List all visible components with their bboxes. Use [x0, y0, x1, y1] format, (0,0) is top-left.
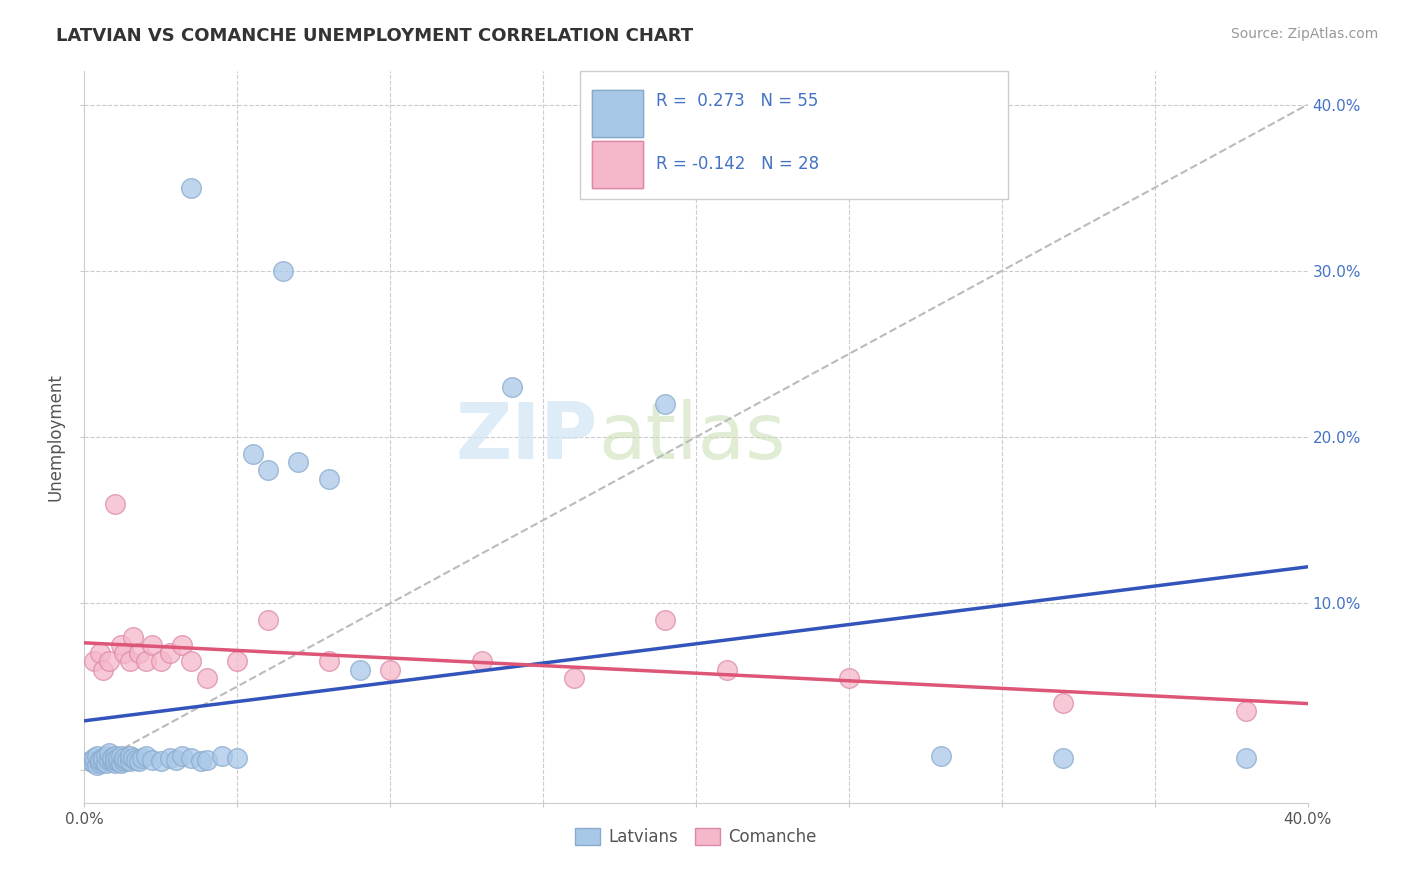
Bar — [592, 141, 644, 188]
Point — [226, 655, 249, 669]
Point — [104, 756, 127, 770]
Point — [94, 756, 117, 770]
Point — [97, 655, 120, 669]
Point — [86, 757, 108, 772]
Point — [135, 655, 157, 669]
Point — [929, 749, 952, 764]
Point — [104, 749, 127, 764]
Point — [211, 749, 233, 764]
Text: atlas: atlas — [598, 399, 786, 475]
Point — [131, 751, 153, 765]
Point — [349, 663, 371, 677]
Point — [502, 380, 524, 394]
Point — [190, 754, 212, 768]
Point — [97, 746, 120, 760]
Point — [89, 646, 111, 660]
Point — [89, 753, 111, 767]
Point — [226, 751, 249, 765]
Point — [83, 655, 105, 669]
Point — [122, 751, 145, 765]
Bar — [592, 89, 644, 137]
Point — [380, 663, 402, 677]
Point — [318, 472, 340, 486]
Point — [91, 754, 114, 768]
Text: Source: ZipAtlas.com: Source: ZipAtlas.com — [1230, 27, 1378, 41]
Point — [120, 754, 142, 768]
Point — [112, 646, 135, 660]
Point — [149, 655, 172, 669]
Point — [104, 497, 127, 511]
Point — [104, 753, 127, 767]
Point — [562, 671, 585, 685]
Point — [79, 754, 101, 768]
Point — [91, 751, 114, 765]
Point — [180, 751, 202, 765]
Bar — [592, 141, 644, 188]
Point — [195, 671, 218, 685]
Point — [120, 655, 142, 669]
Point — [195, 753, 218, 767]
Point — [115, 753, 138, 767]
Point — [172, 638, 194, 652]
Point — [1236, 705, 1258, 719]
Point — [654, 397, 676, 411]
Point — [101, 754, 124, 768]
Text: ZIP: ZIP — [456, 399, 598, 475]
Point — [97, 753, 120, 767]
Point — [101, 751, 124, 765]
Point — [172, 749, 194, 764]
Point — [159, 646, 181, 660]
Text: R =  0.273   N = 55: R = 0.273 N = 55 — [655, 92, 818, 110]
Point — [110, 756, 132, 770]
Y-axis label: Unemployment: Unemployment — [46, 373, 65, 501]
Point — [838, 671, 860, 685]
Point — [180, 180, 202, 194]
Point — [83, 756, 105, 770]
Point — [165, 753, 187, 767]
Point — [141, 638, 163, 652]
Point — [159, 751, 181, 765]
Point — [180, 655, 202, 669]
Point — [89, 756, 111, 770]
Point — [125, 753, 148, 767]
Point — [141, 753, 163, 767]
Point — [112, 751, 135, 765]
Point — [128, 754, 150, 768]
Point — [471, 655, 494, 669]
Point — [242, 447, 264, 461]
Point — [135, 749, 157, 764]
Point — [89, 754, 111, 768]
Point — [257, 613, 280, 627]
Point — [1236, 751, 1258, 765]
Point — [716, 663, 738, 677]
Point — [149, 754, 172, 768]
Point — [83, 751, 105, 765]
Point — [94, 749, 117, 764]
Point — [128, 646, 150, 660]
Point — [287, 455, 309, 469]
Point — [257, 463, 280, 477]
Point — [122, 630, 145, 644]
Point — [1052, 751, 1074, 765]
Bar — [592, 89, 644, 137]
Text: LATVIAN VS COMANCHE UNEMPLOYMENT CORRELATION CHART: LATVIAN VS COMANCHE UNEMPLOYMENT CORRELA… — [56, 27, 693, 45]
Point — [120, 749, 142, 764]
Legend: Latvians, Comanche: Latvians, Comanche — [568, 822, 824, 853]
Point — [110, 749, 132, 764]
Point — [1052, 696, 1074, 710]
Point — [107, 751, 129, 765]
Point — [318, 655, 340, 669]
Point — [91, 663, 114, 677]
Point — [107, 754, 129, 768]
Point — [654, 613, 676, 627]
Point — [112, 754, 135, 768]
Bar — [579, 71, 1008, 200]
Point — [86, 749, 108, 764]
Point — [110, 638, 132, 652]
Text: R = -0.142   N = 28: R = -0.142 N = 28 — [655, 155, 818, 173]
Point — [271, 264, 294, 278]
